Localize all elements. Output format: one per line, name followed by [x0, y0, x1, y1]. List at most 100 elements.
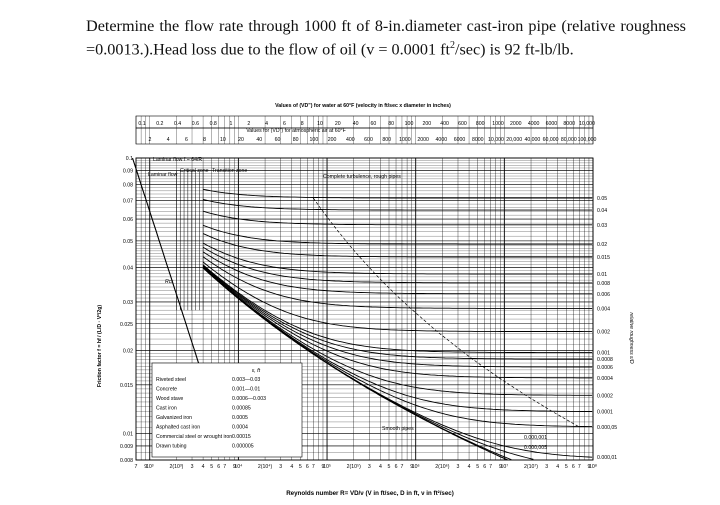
x-tick-label: 4: [290, 464, 293, 470]
rr-small-label-2: 0.000,005: [524, 445, 547, 451]
question-part-2: /sec) is 92 ft-lb/lb.: [455, 40, 574, 59]
y-axis-label: Friction factor f = hf / (L/D · V²/2g): [97, 305, 103, 388]
top-scale-water-label: 6000: [546, 121, 558, 127]
roughness-value: 0.0005: [232, 415, 248, 421]
top-scale-air-label: 600: [364, 137, 373, 143]
transition-zone-label: Transition zone: [212, 168, 247, 174]
chart-labels: 0.10.090.080.070.060.050.040.030.0250.02…: [120, 121, 617, 470]
relative-roughness-label: 0.0002: [597, 393, 613, 399]
relative-roughness-label: 0.0008: [597, 357, 613, 363]
top-scale-water-label: 10: [317, 121, 323, 127]
rr-small-label-1: 0.000,001: [524, 435, 547, 441]
top-scale-water-label: 200: [422, 121, 431, 127]
x-tick-label: 5: [476, 464, 479, 470]
top-scale-air-label: 40,000: [524, 137, 540, 143]
top-scale-water-label: 40: [353, 121, 359, 127]
roughness-material: Galvanized iron: [156, 415, 192, 421]
smooth-pipes-curve: [202, 267, 508, 461]
top-scale-water-label: 1: [230, 121, 233, 127]
y-tick-label: 0.09: [123, 169, 133, 175]
relative-roughness-label: 0.000,05: [597, 425, 617, 431]
y-tick-label: 0.05: [123, 239, 133, 245]
roughness-value: 0.0004: [232, 425, 248, 431]
x-tick-label: 3: [191, 464, 194, 470]
top-scale-air-label: 60,000: [543, 137, 559, 143]
roughness-curve: [202, 256, 593, 309]
chart-title: Values of (VD") for water at 60°F (veloc…: [275, 103, 451, 109]
x-tick-label: 2(10⁵): [347, 464, 362, 470]
top-scale-air-label: 2000: [417, 137, 429, 143]
x-tick-label: 9: [587, 464, 590, 470]
top-scale-air-label: 200: [328, 137, 337, 143]
x-tick-label: 7: [578, 464, 581, 470]
roughness-material: Drawn tubing: [156, 444, 187, 450]
top-scale-water-label: 8000: [563, 121, 575, 127]
question-superscript: 2: [450, 40, 455, 51]
roughness-curve: [202, 246, 593, 284]
x-tick-label: 7: [489, 464, 492, 470]
relative-roughness-label: 0.015: [597, 255, 610, 261]
top-scale-air-label: 1000: [399, 137, 411, 143]
top-scale-air-label: 40: [256, 137, 262, 143]
top-scale-water-label: 600: [458, 121, 467, 127]
x-tick-label: 10⁸: [589, 464, 597, 470]
chart-curves: [131, 157, 593, 461]
top-scale-water-label: 8: [301, 121, 304, 127]
roughness-material: Commercial steel or wrought iron: [156, 434, 232, 440]
y-tick-label: 0.08: [123, 183, 133, 189]
x-tick-label: 5: [388, 464, 391, 470]
top-scale-water-label: 2: [247, 121, 250, 127]
roughness-curve: [202, 210, 593, 226]
y-tick-label: 0.1: [126, 156, 133, 162]
y-tick-label: 0.04: [123, 266, 133, 272]
x-tick-label: 6: [306, 464, 309, 470]
roughness-table: ε, ft Riveted steel 0.003—0.03 Concrete 0.0…: [151, 362, 303, 458]
x-tick-label: 3: [279, 464, 282, 470]
moody-diagram: 0.10.090.080.070.060.050.040.030.0250.02…: [97, 103, 634, 497]
roughness-curve: [202, 265, 593, 368]
top-scale-water-label: 6: [283, 121, 286, 127]
top-scale-air-label: 800: [382, 137, 391, 143]
roughness-curve: [202, 251, 593, 295]
top-scale-air-label: 20,000: [506, 137, 522, 143]
relative-roughness-label: 0.05: [597, 196, 607, 202]
roughness-curve: [203, 199, 593, 211]
relative-roughness-label: 0.008: [597, 281, 610, 287]
relative-roughness-label: 0.0004: [597, 376, 613, 382]
roughness-value: 0.003—0.03: [232, 377, 260, 383]
relative-roughness-label: 0.0006: [597, 365, 613, 371]
relative-roughness-label: 0.03: [597, 223, 607, 229]
x-tick-label: 10⁶: [412, 464, 420, 470]
relative-roughness-label: 0.01: [597, 272, 607, 278]
x-tick-label: 9: [322, 464, 325, 470]
roughness-material: Cast iron: [156, 406, 177, 412]
x-tick-label: 9: [410, 464, 413, 470]
roughness-value: 0.00015: [232, 434, 251, 440]
roughness-curve: [202, 261, 593, 333]
x-tick-label: 9: [233, 464, 236, 470]
top-scale-air-label: 100,000: [578, 137, 597, 143]
x-tick-label: 9: [499, 464, 502, 470]
roughness-material: Riveted steel: [156, 377, 186, 383]
y-tick-label: 0.015: [120, 383, 133, 389]
top-scale-air-label: 20: [238, 137, 244, 143]
y2-axis-label: relative roughness ε/D: [628, 312, 634, 364]
roughness-curve: [202, 266, 593, 379]
top-scale-air-label: 6000: [454, 137, 466, 143]
relative-roughness-label: 0.002: [597, 330, 610, 336]
top-scale-water-label: 800: [476, 121, 485, 127]
top-scale-air-label: 80,000: [561, 137, 577, 143]
top-scale-water-label: 0.4: [174, 121, 181, 127]
x-tick-label: 2(10³): [169, 464, 183, 470]
top-scale-air-label: 60: [275, 137, 281, 143]
top-scale-water-label: 2000: [510, 121, 522, 127]
roughness-curve: [202, 233, 593, 258]
x-tick-label: 7: [135, 464, 138, 470]
roughness-curve: [203, 188, 593, 199]
top-scale-water-label: 1000: [492, 121, 504, 127]
top-scale-water-label: 0.1: [138, 121, 145, 127]
laminar-flow-short-label: Laminar flow: [148, 172, 178, 178]
top-scale-air-label: 100: [310, 137, 319, 143]
laminar-flow-line: [131, 157, 202, 370]
top-scale-water-band: [135, 115, 594, 129]
